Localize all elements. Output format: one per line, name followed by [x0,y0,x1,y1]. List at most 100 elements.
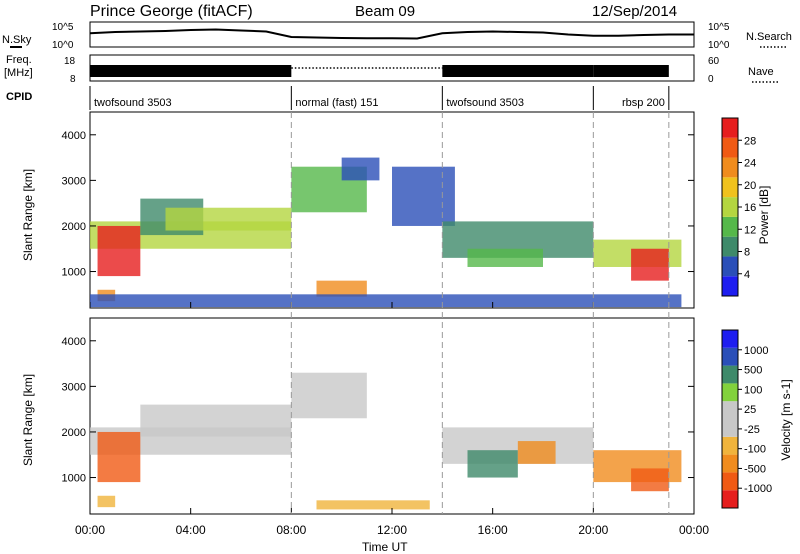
freq-tick-top: 18 [64,56,76,67]
velocity-y-title: Slant Range [km] [21,374,35,466]
station-title: Prince George (fitACF) [90,3,253,20]
freq-block-0 [90,65,292,77]
x-tick-label-3: 12:00 [377,523,407,537]
freq-tick-bottom: 8 [70,74,76,85]
cpid-dividers [290,112,670,514]
velocity-ytick-label-2: 3000 [62,381,86,393]
velocity-cbar-label-7: 1000 [744,345,768,357]
velocity-cbar-label-3: -25 [744,424,760,436]
power-region-6 [341,157,380,181]
cpid-label: CPID [6,91,32,103]
power-cbar-cell-0 [722,276,738,296]
velocity-region-7 [467,450,518,478]
velocity-cbar-label-2: -100 [744,444,766,456]
velocity-ytick-label-0: 1000 [62,473,86,485]
velocity-ytick-label-1: 2000 [62,427,86,439]
power-ytick-label-0: 1000 [62,267,86,279]
nave-tick-bottom: 0 [708,74,714,85]
x-tick-label-5: 20:00 [578,523,608,537]
power-heatmap [90,157,682,308]
noise-panel-frame [89,21,695,48]
noise-left-tick-top: 10^5 [52,22,74,33]
nave-tick-top: 60 [708,56,720,67]
velocity-cbar-label-5: 100 [744,384,762,396]
power-region-11 [467,248,543,267]
velocity-cbar-label-4: 25 [744,404,756,416]
power-cbar-cell-4 [722,197,738,217]
noise-left-label: N.Sky [2,34,32,46]
power-region-7 [316,280,367,297]
beam-label: Beam 09 [355,3,415,20]
velocity-colorbar: -1000 -500 -100 -25 25 100 500 1000 [721,329,772,509]
power-cbar-label-3: 16 [744,202,756,214]
power-cbar-label-4: 20 [744,180,756,192]
velocity-cbar-cell-4 [722,419,738,437]
x-tick-label-4: 16:00 [478,523,508,537]
power-cbar-cell-8 [722,118,738,138]
noise-right-tick-bottom: 10^0 [708,40,730,51]
power-ytick-label-2: 3000 [62,175,86,187]
velocity-cbar-cell-1 [722,472,738,491]
velocity-cbar-cell-3 [722,436,738,455]
power-region-3 [165,207,292,231]
velocity-cbar-cell-2 [722,454,738,473]
velocity-region-2 [140,404,292,437]
power-cbar-label-6: 28 [744,135,756,147]
velocity-region-3 [291,372,367,419]
power-cbar-cell-5 [722,177,738,198]
freq-block-3 [593,65,669,77]
x-tick-label-2: 08:00 [276,523,306,537]
noise-left-tick-bottom: 10^0 [52,40,74,51]
cpid-segment-3: rbsp 200 [622,97,665,109]
velocity-heatmap [90,372,682,510]
power-y-title: Slant Range [km] [21,169,35,261]
power-region-13 [631,248,669,281]
cpid-segment-2: twofsound 3503 [446,97,524,109]
velocity-region-8 [517,441,556,464]
noise-right-label: N.Search [746,31,792,43]
velocity-cbar-cell-8 [722,347,738,366]
freq-left-label-2: [MHz] [4,67,33,79]
x-tick-label-0: 00:00 [75,523,105,537]
velocity-cbar-label-0: -1000 [744,483,772,495]
freq-bars [90,65,669,77]
noise-series-line [89,28,694,40]
velocity-cbar-cell-7 [722,365,738,384]
power-cbar-cell-1 [722,256,738,277]
x-tick-label-1: 04:00 [176,523,206,537]
velocity-y-axis: 1000 2000 3000 4000 [62,336,694,485]
power-y-axis: 1000 2000 3000 4000 [62,130,694,279]
power-region-8 [90,294,682,308]
power-ytick-label-3: 4000 [62,130,86,142]
power-cbar-label-5: 24 [744,158,756,170]
power-colorbar-title: Power [dB] [757,186,771,245]
velocity-cbar-frame [721,329,739,509]
velocity-cbar-label-1: -500 [744,463,766,475]
power-colorbar: 4 8 12 16 20 24 28 [721,117,756,297]
power-region-1 [97,225,141,277]
power-ytick-label-1: 2000 [62,221,86,233]
noise-right-tick-top: 10^5 [708,22,730,33]
velocity-cbar-cell-6 [722,383,738,402]
nave-label: Nave [748,66,774,78]
x-axis-title: Time UT [362,540,408,554]
power-cbar-cell-3 [722,216,738,237]
power-cbar-label-0: 4 [744,269,750,281]
velocity-region-10 [631,468,669,492]
cpid-segment-0: twofsound 3503 [94,97,172,109]
power-cbar-label-2: 12 [744,224,756,236]
power-region-9 [392,166,455,226]
velocity-region-1 [97,431,141,483]
velocity-cbar-cell-5 [722,401,738,419]
power-cbar-cell-6 [722,157,738,178]
cpid-segment-1: normal (fast) 151 [295,97,378,109]
freq-block-2 [442,65,594,77]
power-cbar-label-1: 8 [744,247,750,259]
velocity-cbar-label-6: 500 [744,365,762,377]
date-label: 12/Sep/2014 [592,3,677,20]
velocity-colorbar-title: Velocity [m s-1] [779,379,793,460]
power-cbar-cell-2 [722,236,738,257]
freq-left-label-1: Freq. [6,54,32,66]
velocity-region-5 [316,500,430,510]
